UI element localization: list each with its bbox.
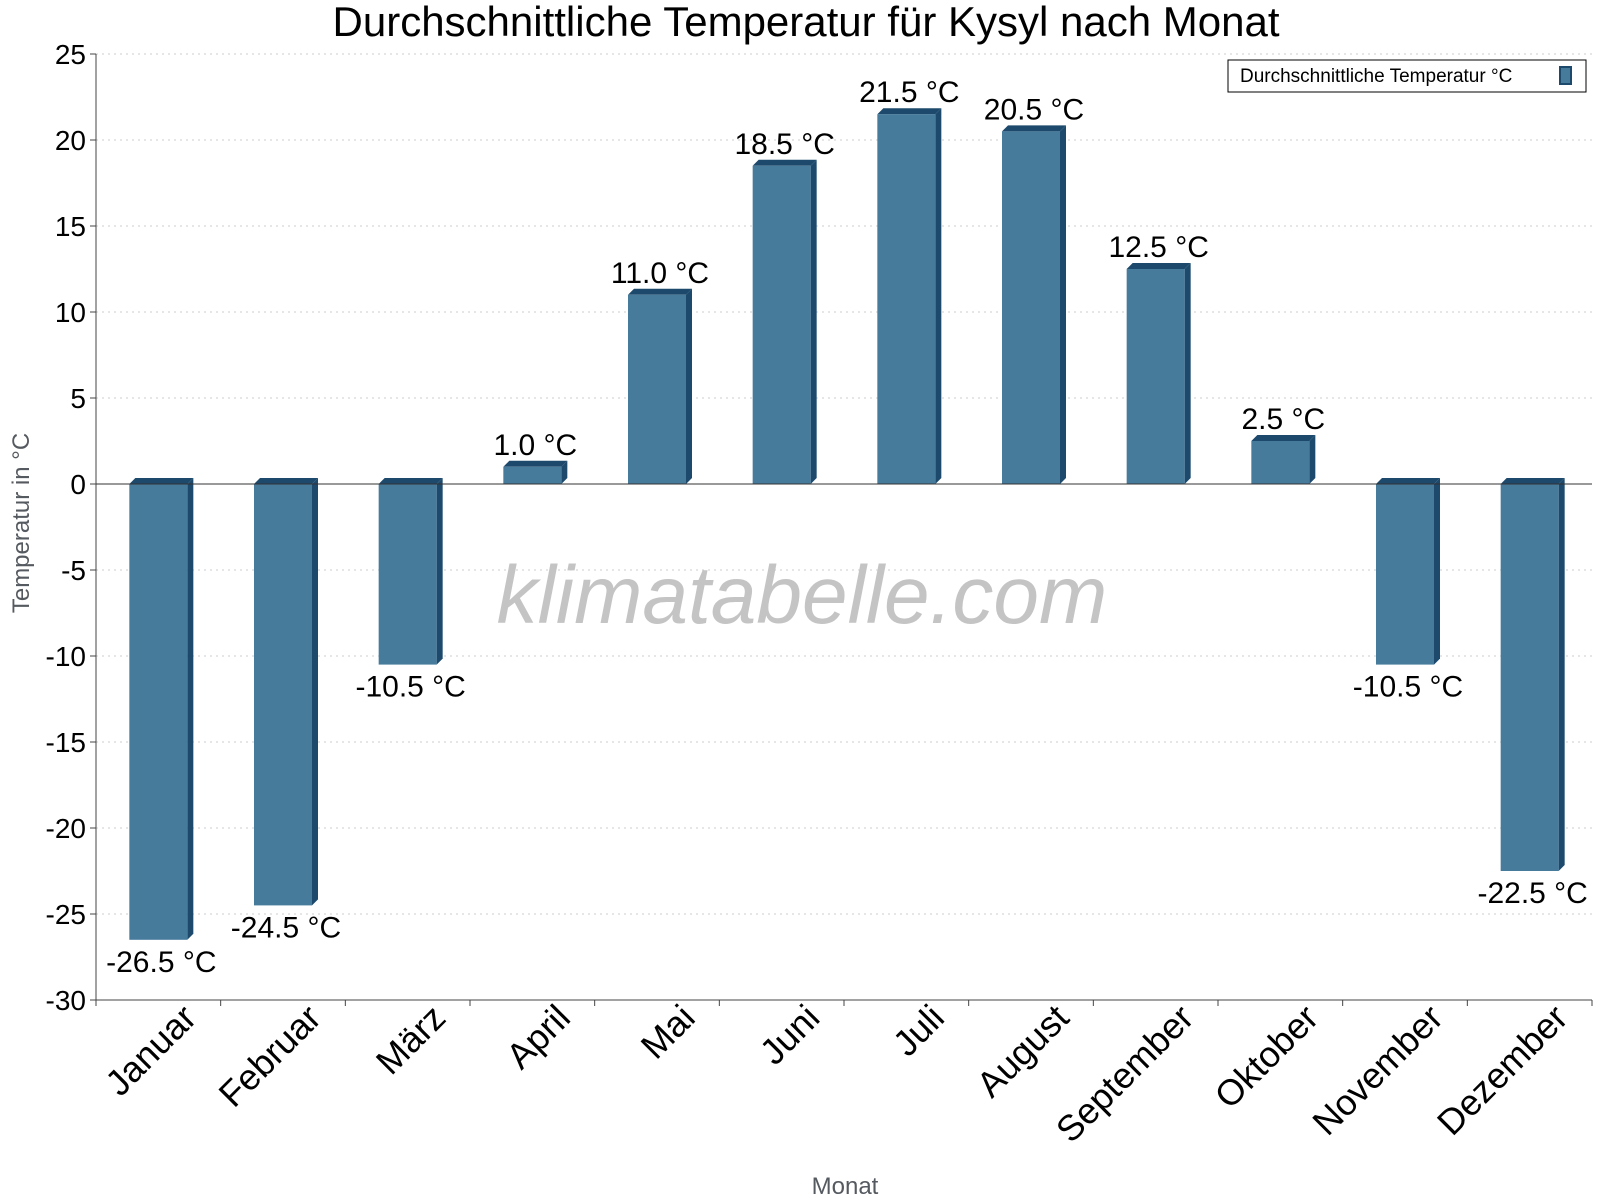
bar-side bbox=[312, 478, 318, 906]
bar-side bbox=[1558, 478, 1565, 871]
x-tick-label: Mai bbox=[633, 997, 703, 1067]
bar-side bbox=[187, 478, 194, 940]
data-label: 18.5 °C bbox=[734, 128, 834, 161]
bar-front bbox=[1251, 441, 1310, 484]
bar-top bbox=[503, 460, 568, 467]
bar-top bbox=[877, 108, 942, 115]
legend-label: Durchschnittliche Temperatur °C bbox=[1240, 66, 1512, 87]
data-label: -24.5 °C bbox=[231, 911, 341, 944]
x-tick-label: Juni bbox=[752, 997, 828, 1073]
bar-side bbox=[561, 460, 568, 484]
bar-november bbox=[1376, 478, 1440, 665]
y-tick-label: -5 bbox=[61, 555, 86, 586]
bar-top bbox=[1500, 478, 1565, 484]
y-axis-title: Temperatur in °C bbox=[8, 433, 35, 613]
bar-front bbox=[1500, 484, 1559, 871]
x-tick-label: November bbox=[1304, 997, 1450, 1143]
y-tick-label: 10 bbox=[55, 297, 86, 328]
x-tick-label: Oktober bbox=[1206, 997, 1326, 1117]
data-label: 11.0 °C bbox=[611, 257, 709, 290]
y-tick-label: 5 bbox=[70, 383, 86, 414]
bar-front bbox=[1376, 484, 1434, 665]
bar-front bbox=[503, 466, 562, 484]
bar-oktober bbox=[1251, 435, 1316, 484]
bar-side bbox=[810, 159, 817, 485]
data-label: 2.5 °C bbox=[1241, 403, 1325, 436]
x-tick-label: September bbox=[1048, 997, 1202, 1151]
axes bbox=[90, 53, 1593, 1006]
bar-side bbox=[1434, 478, 1440, 665]
y-tick-label: 0 bbox=[70, 469, 86, 500]
bar-september bbox=[1126, 263, 1191, 484]
data-label: -22.5 °C bbox=[1477, 877, 1587, 910]
legend-box bbox=[1227, 59, 1587, 93]
bar-top bbox=[628, 288, 692, 295]
bar-top bbox=[129, 478, 194, 484]
x-tick-label: Januar bbox=[97, 997, 204, 1104]
x-tick-label: Dezember bbox=[1429, 997, 1575, 1143]
bar-juni bbox=[752, 159, 817, 485]
y-tick-label: -20 bbox=[46, 813, 86, 844]
bar-top bbox=[254, 478, 318, 484]
bar-side bbox=[1309, 435, 1316, 484]
bar-front bbox=[254, 484, 312, 906]
bar-top bbox=[378, 478, 443, 484]
bar-top bbox=[1251, 435, 1316, 441]
x-tick-label: Juli bbox=[885, 997, 952, 1064]
bar-januar bbox=[129, 478, 194, 940]
x-tick-labels: Januar Februar März April Mai Juni Juli AugustS… bbox=[97, 997, 1575, 1151]
x-axis-title: Monat bbox=[812, 1173, 879, 1200]
data-label: -10.5 °C bbox=[1353, 671, 1463, 704]
bar-märz bbox=[378, 478, 443, 665]
x-tick-label: Februar bbox=[211, 997, 329, 1115]
bar-top bbox=[1002, 125, 1066, 132]
bar-front bbox=[877, 114, 936, 484]
x-tick-label: April bbox=[498, 997, 578, 1077]
bar-top bbox=[1126, 263, 1191, 269]
bar-front bbox=[1002, 131, 1060, 484]
bars bbox=[129, 108, 1565, 940]
x-tick-label: August bbox=[968, 997, 1076, 1105]
y-tick-label: 15 bbox=[55, 211, 86, 242]
data-labels: -26.5 °C -24.5 °C -10.5 °C 1.0 °C 11.0 °C 18.… bbox=[106, 76, 1588, 979]
bar-front bbox=[752, 165, 811, 485]
y-tick-label: -30 bbox=[46, 985, 86, 1016]
legend: Durchschnittliche Temperatur °C bbox=[1227, 59, 1587, 93]
y-tick-label: 20 bbox=[55, 125, 86, 156]
y-tick-labels: 25 20 15 10 5 0 -5 -10 -15 -20 -25 -30 bbox=[46, 39, 86, 1016]
bar-top bbox=[1376, 478, 1440, 484]
bar-side bbox=[686, 288, 692, 484]
y-tick-label: -10 bbox=[46, 641, 86, 672]
y-tick-label: -15 bbox=[46, 727, 86, 758]
y-tick-label: 25 bbox=[55, 39, 86, 70]
bar-top bbox=[752, 159, 817, 166]
bar-august bbox=[1002, 125, 1066, 485]
data-label: 21.5 °C bbox=[859, 76, 959, 109]
y-tick-label: -25 bbox=[46, 899, 86, 930]
grid-lines bbox=[96, 53, 1592, 1001]
bar-front bbox=[628, 294, 686, 484]
data-label: 1.0 °C bbox=[493, 429, 577, 462]
bar-dezember bbox=[1500, 478, 1565, 871]
bar-side bbox=[1060, 125, 1066, 485]
chart-title: Durchschnittliche Temperatur für Kysyl n… bbox=[333, 0, 1280, 45]
bar-side bbox=[1184, 263, 1191, 484]
bar-mai bbox=[628, 288, 692, 484]
watermark: klimatabelle.com bbox=[497, 550, 1108, 641]
bar-front bbox=[129, 484, 188, 940]
legend-swatch bbox=[1559, 66, 1572, 85]
bar-april bbox=[503, 460, 568, 484]
data-label: -26.5 °C bbox=[106, 946, 216, 979]
bar-front bbox=[1126, 269, 1185, 484]
bar-side bbox=[935, 108, 942, 484]
data-label: 12.5 °C bbox=[1108, 231, 1208, 264]
bar-front bbox=[378, 484, 437, 665]
bar-februar bbox=[254, 478, 318, 906]
x-tick-label: März bbox=[368, 997, 454, 1083]
bar-side bbox=[436, 478, 443, 665]
data-label: -10.5 °C bbox=[355, 671, 465, 704]
bar-juli bbox=[877, 108, 942, 484]
data-label: 20.5 °C bbox=[984, 93, 1084, 126]
